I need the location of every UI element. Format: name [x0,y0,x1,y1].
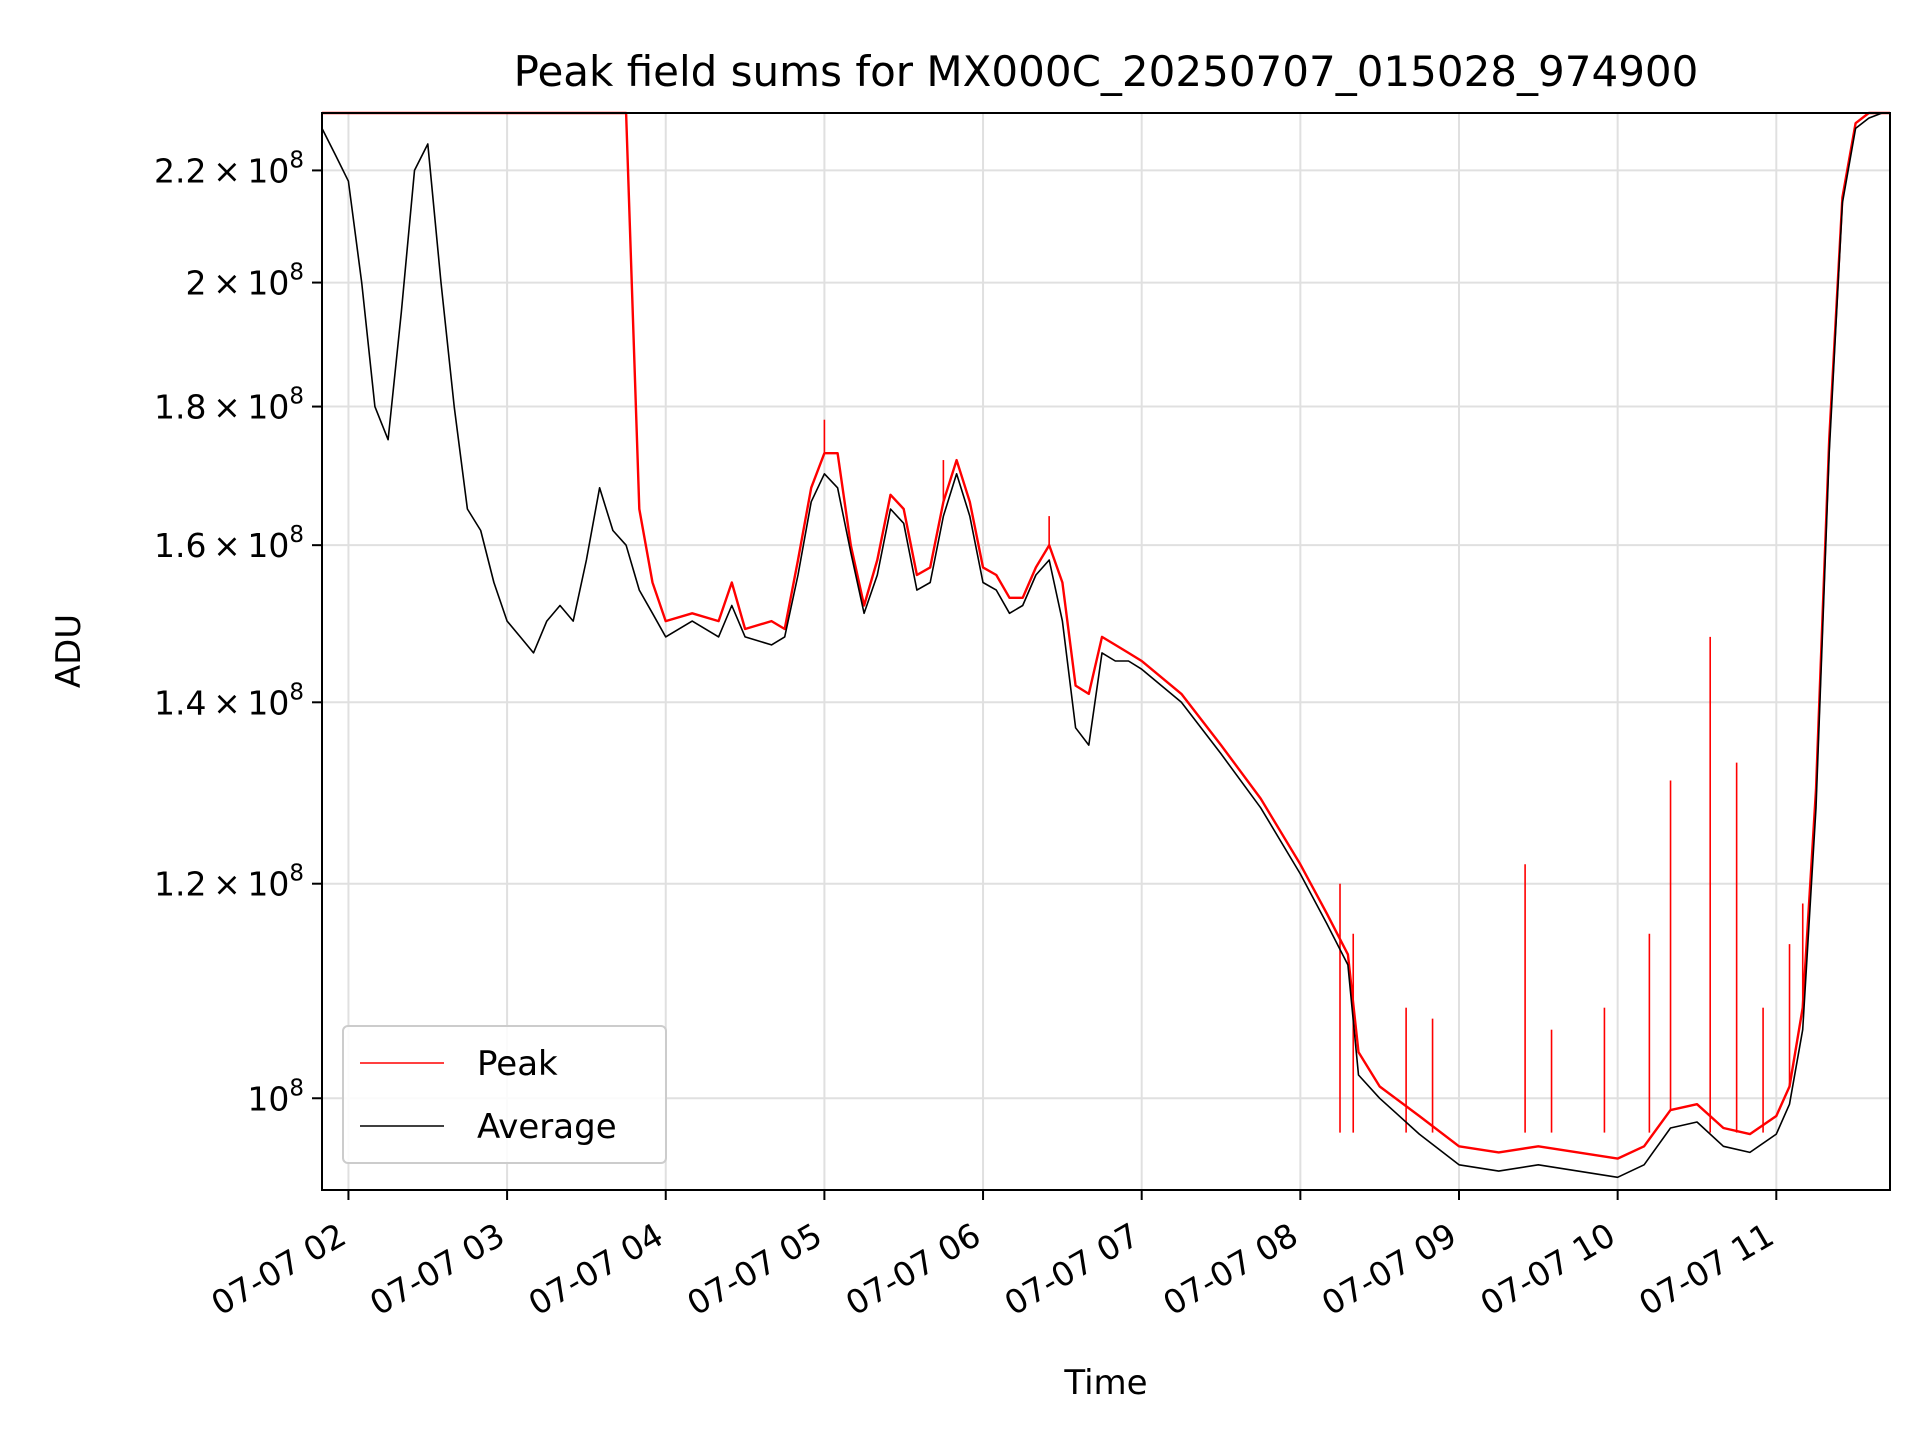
legend-box [342,1025,667,1164]
y-axis-title: ADU [49,614,89,688]
grid [322,113,1890,1190]
x-axis-title: Time [1063,1363,1147,1403]
series-line-average [321,112,1890,1179]
y-tick-label: 1.8 × 108 [154,384,304,427]
plot-frame [321,112,1891,1191]
chart-title: Peak field sums for MX000C_20250707_0150… [514,47,1699,96]
y-tick-label: 1.4 × 108 [154,679,304,722]
y-tick-label: 1.2 × 108 [154,861,304,904]
legend: Peak Average [342,1025,667,1164]
y-tick-label: 2 × 108 [186,260,304,303]
legend-label-average: Average [477,1107,617,1147]
series-average [321,112,1890,1179]
plot-area-background [322,113,1890,1190]
y-tick-label: 108 [247,1075,304,1118]
legend-label-peak: Peak [477,1044,558,1084]
y-tick-label: 1.6 × 108 [154,522,304,565]
y-axis: 108 1.2 × 108 1.4 × 108 1.6 × 108 1.8 × 108 2… [154,147,322,1118]
y-tick-label: 2.2 × 108 [154,147,304,190]
